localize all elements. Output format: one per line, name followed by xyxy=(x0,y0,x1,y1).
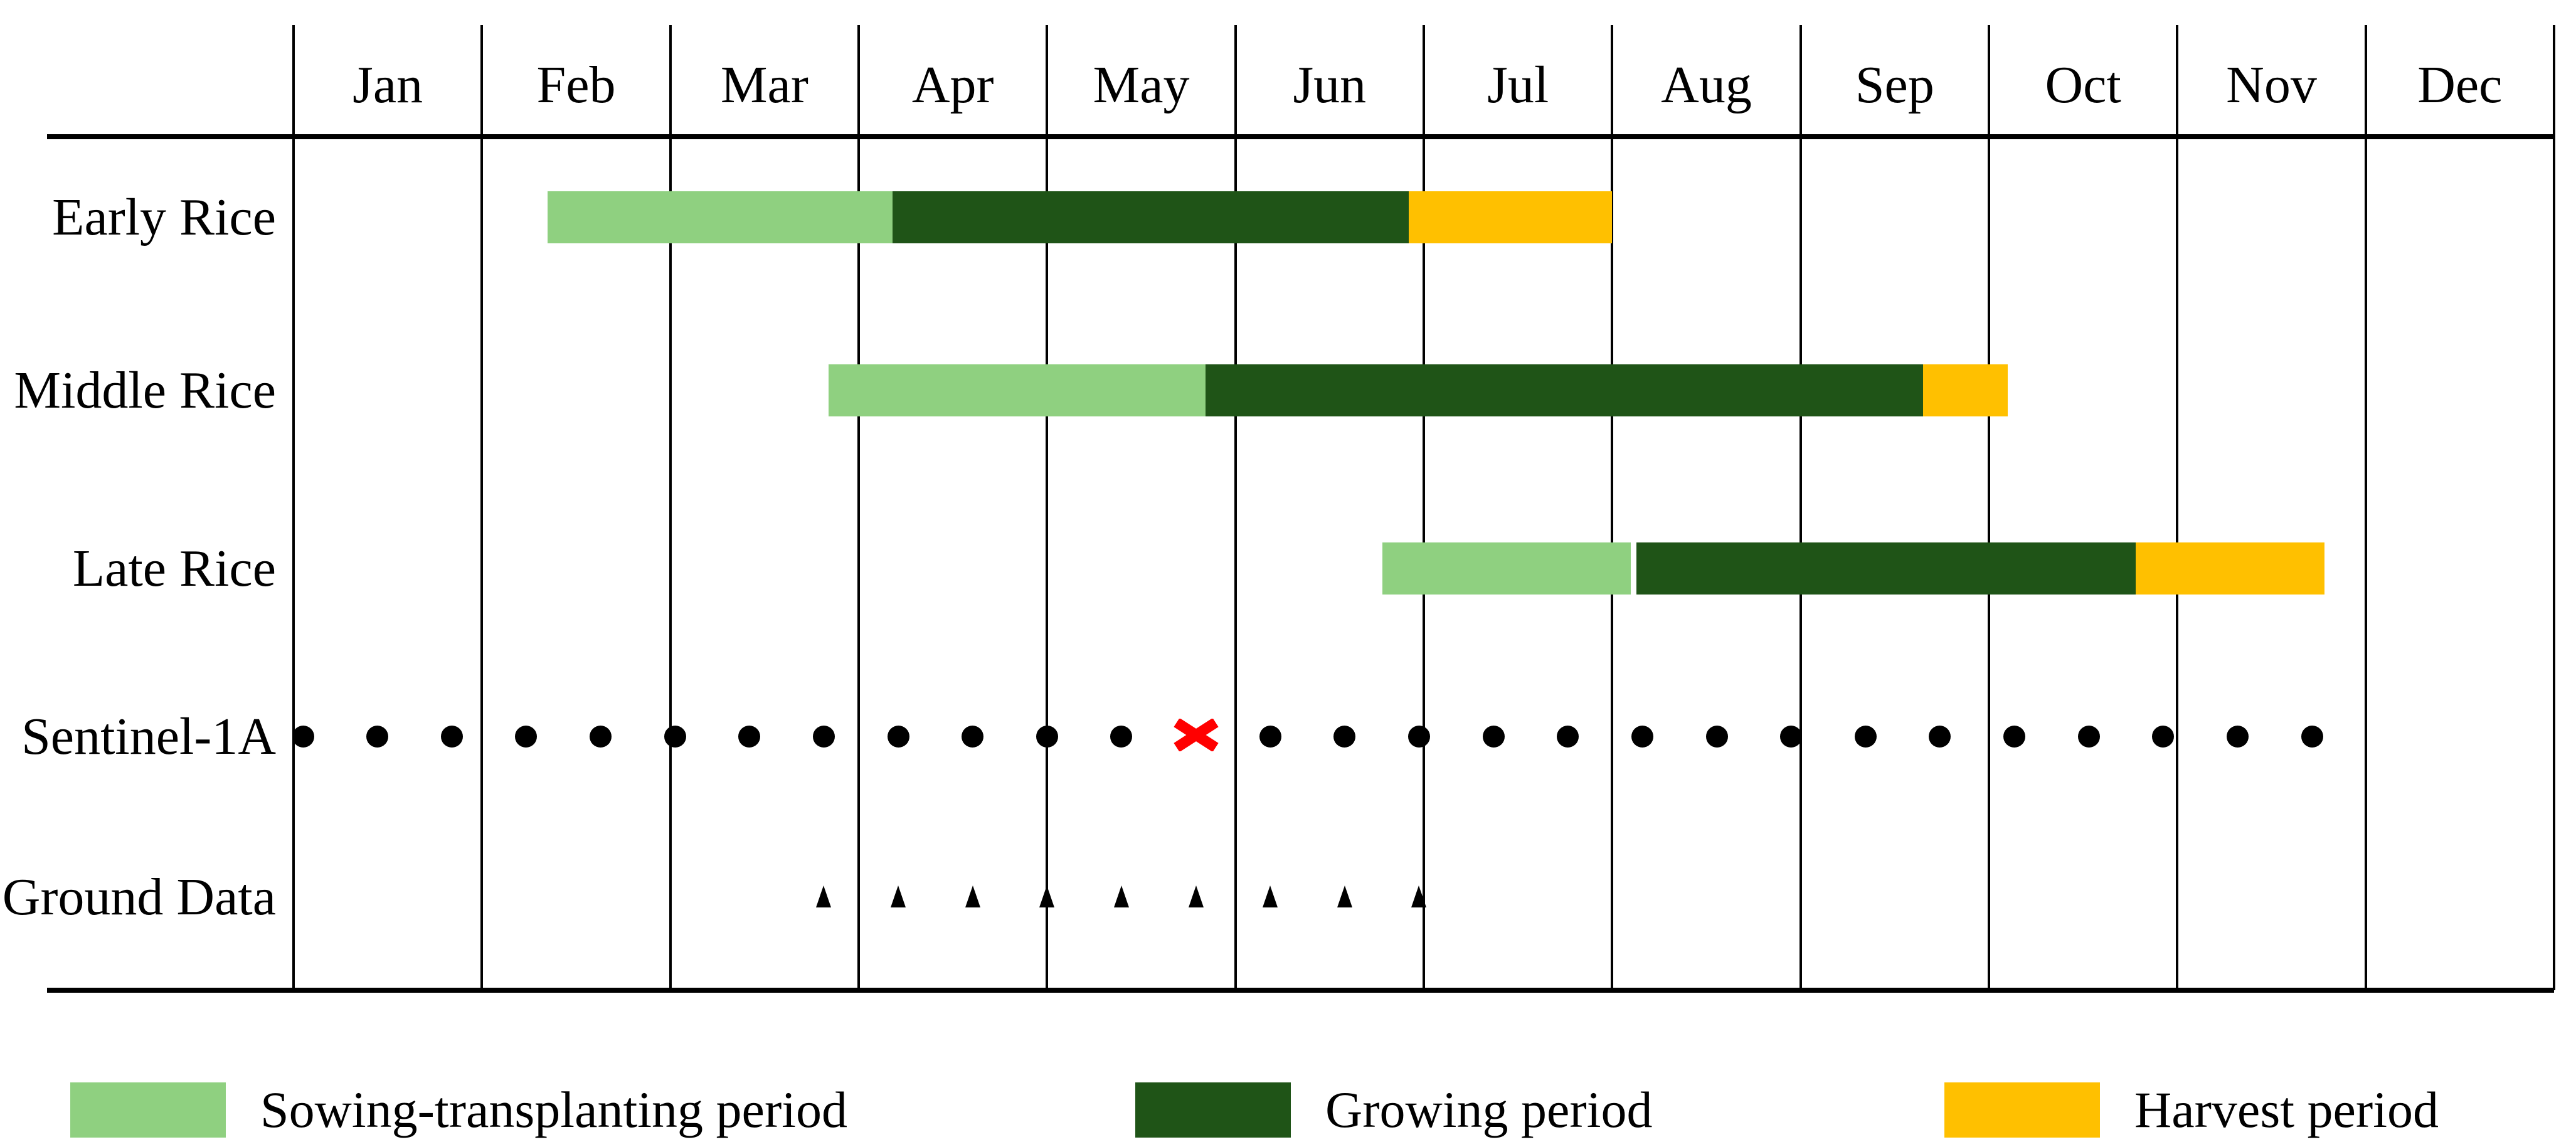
month-gridline xyxy=(480,25,484,990)
acquisition-dot-icon xyxy=(887,725,909,748)
missing-acquisition-x-icon xyxy=(1173,717,1219,753)
legend-swatch-growing xyxy=(1135,1082,1291,1138)
ground-sample-triangle-icon xyxy=(1411,885,1427,907)
legend-label-harvest: Harvest period xyxy=(2134,1081,2439,1138)
month-gridline xyxy=(1611,25,1614,990)
month-label: Dec xyxy=(2417,55,2503,114)
ground-sample-triangle-icon xyxy=(1113,885,1129,907)
month-label: Oct xyxy=(2045,55,2121,114)
axis-bottom-rule xyxy=(47,988,2554,993)
acquisition-dot-icon xyxy=(1407,725,1430,748)
bar-segment-growing-middle-rice xyxy=(1205,364,1923,416)
month-gridline xyxy=(292,25,295,990)
acquisition-dot-icon xyxy=(1780,725,1803,748)
legend-swatch-harvest xyxy=(1944,1082,2100,1138)
month-gridline xyxy=(1799,25,1802,990)
month-gridline xyxy=(1046,25,1049,990)
acquisition-dot-icon xyxy=(1036,725,1058,748)
acquisition-dot-icon xyxy=(515,725,538,748)
row-label-ground-data: Ground Data xyxy=(2,867,276,926)
bar-segment-sowing-early-rice xyxy=(548,191,893,243)
acquisition-dot-icon xyxy=(1705,725,1728,748)
ground-sample-triangle-icon xyxy=(816,885,832,907)
bar-segment-harvest-early-rice xyxy=(1408,191,1613,243)
acquisition-dot-icon xyxy=(1929,725,1951,748)
acquisition-dot-icon xyxy=(1259,725,1281,748)
acquisition-dot-icon xyxy=(1631,725,1653,748)
ground-sample-triangle-icon xyxy=(1337,885,1352,907)
month-label: Feb xyxy=(536,55,616,114)
month-gridline xyxy=(2364,25,2367,990)
row-label-middle-rice: Middle Rice xyxy=(14,361,276,420)
month-label: Jul xyxy=(1487,55,1549,114)
month-label: Sep xyxy=(1855,55,1934,114)
month-label: Jan xyxy=(352,55,423,114)
bar-segment-harvest-late-rice xyxy=(2136,542,2324,595)
acquisition-dot-icon xyxy=(366,725,389,748)
legend-label-sowing: Sowing-transplanting period xyxy=(260,1081,848,1138)
acquisition-dot-icon xyxy=(2301,725,2323,748)
ground-sample-triangle-icon xyxy=(965,885,980,907)
acquisition-dot-icon xyxy=(1854,725,1877,748)
month-gridline xyxy=(1234,25,1237,990)
bar-segment-sowing-late-rice xyxy=(1382,542,1631,595)
month-gridline xyxy=(1423,25,1425,990)
month-label: Mar xyxy=(720,55,808,114)
ground-sample-triangle-icon xyxy=(1263,885,1278,907)
acquisition-dot-icon xyxy=(292,725,314,748)
month-label: Aug xyxy=(1661,55,1752,114)
bar-segment-growing-late-rice xyxy=(1636,542,2136,595)
bar-segment-harvest-middle-rice xyxy=(1922,364,2008,416)
acquisition-dot-icon xyxy=(962,725,984,748)
acquisition-dot-icon xyxy=(2077,725,2100,748)
month-gridline xyxy=(857,25,860,990)
ground-sample-triangle-icon xyxy=(1188,885,1204,907)
row-label-late-rice: Late Rice xyxy=(72,539,276,598)
acquisition-dot-icon xyxy=(2003,725,2026,748)
acquisition-dot-icon xyxy=(1557,725,1579,748)
acquisition-dot-icon xyxy=(738,725,761,748)
acquisition-dot-icon xyxy=(2152,725,2175,748)
ground-sample-triangle-icon xyxy=(891,885,906,907)
acquisition-dot-icon xyxy=(2226,725,2249,748)
month-gridline xyxy=(2176,25,2179,990)
acquisition-dot-icon xyxy=(812,725,835,748)
bar-segment-growing-early-rice xyxy=(893,191,1409,243)
axis-top-rule xyxy=(47,134,2554,139)
month-gridline xyxy=(1988,25,1990,990)
acquisition-dot-icon xyxy=(1333,725,1356,748)
month-label: Apr xyxy=(911,55,994,114)
acquisition-dot-icon xyxy=(664,725,686,748)
month-label: May xyxy=(1093,55,1190,114)
month-gridline xyxy=(2553,25,2555,990)
bar-segment-sowing-middle-rice xyxy=(828,364,1206,416)
acquisition-dot-icon xyxy=(1110,725,1133,748)
ground-sample-triangle-icon xyxy=(1039,885,1055,907)
month-label: Jun xyxy=(1293,55,1367,114)
month-gridline xyxy=(669,25,672,990)
legend-swatch-sowing xyxy=(70,1082,226,1138)
acquisition-dot-icon xyxy=(440,725,463,748)
acquisition-dot-icon xyxy=(1482,725,1505,748)
month-label: Nov xyxy=(2226,55,2317,114)
acquisition-dot-icon xyxy=(590,725,612,748)
row-label-sentinel-1a: Sentinel-1A xyxy=(21,707,276,766)
row-label-early-rice: Early Rice xyxy=(52,188,276,246)
legend-label-growing: Growing period xyxy=(1325,1081,1653,1138)
